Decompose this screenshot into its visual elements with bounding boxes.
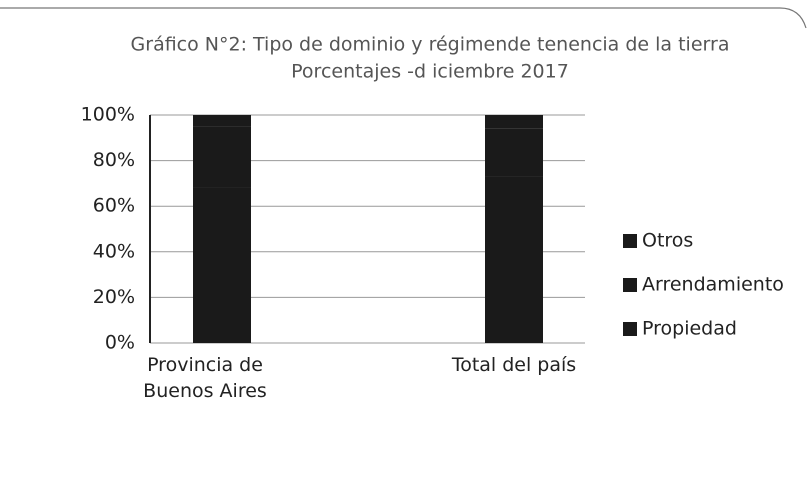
legend-label: Arrendamiento [642, 274, 784, 296]
x-tick-label: Provincia de Buenos Aires [143, 354, 267, 402]
legend-label: Propiedad [642, 318, 737, 340]
chart-title: Gráfico N°2: Tipo de dominio y régimende… [131, 34, 730, 56]
bar-segment [193, 115, 251, 127]
frame [0, 7, 807, 29]
y-tick-label: 100% [81, 104, 135, 126]
legend-swatch [623, 234, 637, 248]
y-tick-label: 60% [93, 195, 135, 217]
x-tick-label: Total del país [451, 354, 577, 376]
legend-swatch [623, 278, 637, 292]
bar-segment [485, 176, 543, 343]
bar-segment [193, 187, 251, 343]
y-tick-label: 40% [93, 240, 135, 262]
legend-label: Otros [642, 230, 693, 252]
legend-swatch [623, 322, 637, 336]
y-tick-label: 80% [93, 149, 135, 171]
bar-segment [485, 128, 543, 177]
bar-segment [485, 115, 543, 129]
bar-segment [193, 126, 251, 188]
y-tick-label: 20% [93, 286, 135, 308]
y-tick-label: 0% [105, 332, 135, 354]
chart-subtitle: Porcentajes -d iciembre 2017 [291, 61, 569, 83]
